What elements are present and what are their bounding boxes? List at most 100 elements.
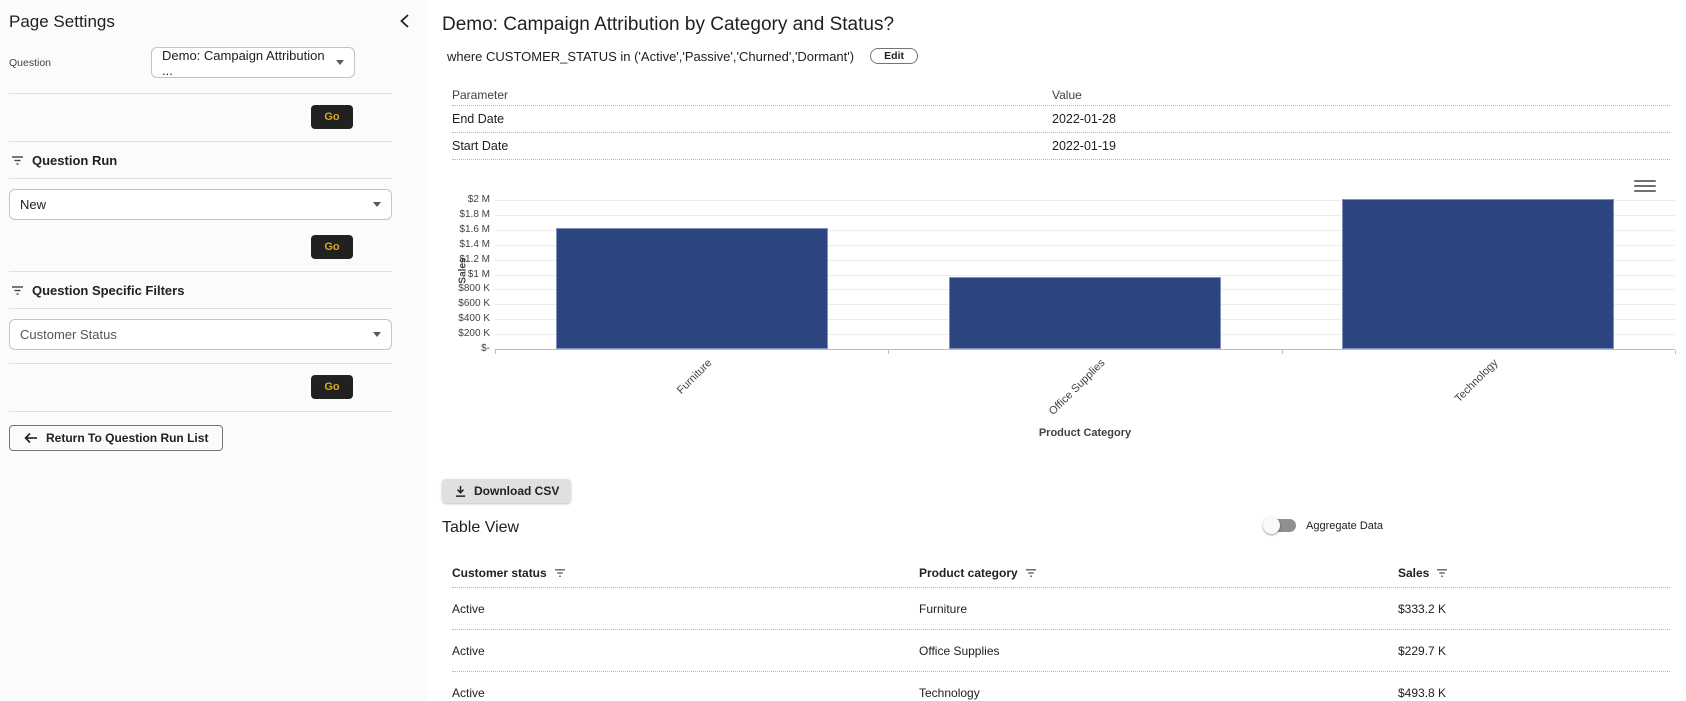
filters-go-button[interactable]: Go [311,375,353,399]
filter-icon [11,285,24,296]
question-run-section-title: Question Run [32,153,118,168]
chevron-down-icon [373,332,381,337]
sort-filter-icon [1025,568,1037,578]
x-category-label: Office Supplies [1046,357,1108,418]
download-icon [454,485,467,498]
return-to-question-run-list-button[interactable]: Return To Question Run List [9,425,224,451]
sort-filter-icon [1436,568,1448,578]
bar-office-supplies[interactable] [949,276,1221,349]
x-tick-mark [1675,350,1676,354]
table-cell: $493.8 K [1398,685,1447,700]
table-cell: $229.7 K [1398,643,1447,658]
question-label: Question [9,56,52,69]
customer-status-filter-select[interactable]: Customer Status [9,319,392,350]
gridline [495,214,1675,216]
question-select[interactable]: Demo: Campaign Attribution ... [151,47,355,78]
divider [9,363,392,364]
where-clause: where CUSTOMER_STATUS in ('Active','Pass… [447,48,855,64]
table-view-title: Table View [442,519,520,536]
main-content: Demo: Campaign Attribution by Category a… [428,0,1686,701]
y-tick-label: $600 K [458,298,490,310]
gridline [495,259,1675,261]
customer-status-column-header[interactable]: Customer status [452,566,919,580]
divider [9,411,392,412]
column-header-label: Customer status [452,565,547,580]
x-category-label: Technology [1452,357,1501,405]
gridline [495,244,1675,246]
bar-furniture[interactable] [555,228,828,349]
parameter-column-header: Parameter [452,87,509,102]
y-tick-label: $400 K [458,313,490,325]
x-category-label: Furniture [674,357,715,397]
x-tick-mark [888,350,890,354]
chevron-down-icon [373,202,381,207]
collapse-sidebar-button[interactable] [394,11,414,31]
page-settings-sidebar: Page Settings Question Demo: Campaign At… [0,0,428,701]
y-tick-label: $- [481,343,490,354]
sort-filter-icon [554,568,566,578]
parameter-table: Parameter Value End Date 2022-01-28 Start … [452,84,1670,160]
download-csv-button[interactable]: Download CSV [442,479,572,503]
chart-menu-icon[interactable] [1634,177,1656,195]
table-cell: Active [452,643,485,658]
table-cell: Technology [919,685,980,700]
customer-status-filter-value: Customer Status [20,327,117,342]
x-axis-line [495,349,1675,350]
toggle-thumb [1263,517,1280,534]
divider [9,271,392,272]
y-tick-label: $1 M [467,268,490,280]
y-tick-label: $1.8 M [459,208,490,220]
question-run-go-button[interactable]: Go [311,235,353,259]
divider [9,141,392,142]
gridline [495,229,1675,231]
product-category-column-header[interactable]: Product category [919,566,1398,580]
column-header-label: Product category [919,565,1018,580]
x-axis-label: Product Category [1038,427,1132,439]
question-filters-section-title: Question Specific Filters [32,283,185,298]
x-tick-mark [495,350,496,354]
table-cell: Start Date [452,139,509,153]
parameter-row: Start Date 2022-01-19 [452,133,1670,160]
gridline [495,274,1675,276]
x-tick-mark [1281,350,1283,354]
table-row: Active Office Supplies $229.7 K [452,630,1670,672]
table-cell: 2022-01-28 [1052,112,1116,126]
table-row: Active Furniture $333.2 K [452,588,1670,630]
gridline [495,200,1675,201]
arrow-left-icon [24,432,38,444]
y-tick-label: $1.2 M [459,253,490,265]
sales-column-header[interactable]: Sales [1398,566,1448,580]
divider [9,308,392,309]
question-select-value: Demo: Campaign Attribution ... [162,47,325,78]
filter-icon [11,155,24,166]
return-button-label: Return To Question Run List [46,431,209,445]
table-cell: Office Supplies [919,643,1000,658]
page-title: Demo: Campaign Attribution by Category a… [442,14,895,35]
parameter-row: End Date 2022-01-28 [452,106,1670,133]
value-column-header: Value [1052,87,1082,102]
divider [9,93,392,94]
parameter-table-header: Parameter Value [452,84,1670,106]
result-table-header: Customer status Product category Sales [452,558,1670,588]
edit-button[interactable]: Edit [870,48,919,64]
download-csv-label: Download CSV [474,484,560,498]
divider [9,178,392,179]
y-tick-label: $800 K [458,283,490,295]
chevron-left-icon [399,14,409,28]
sales-by-category-bar-chart: Sales Product Category $- $200 K $400 K $60… [442,165,1676,447]
question-go-button[interactable]: Go [311,105,353,129]
bar-technology[interactable] [1342,198,1615,349]
y-tick-label: $200 K [458,328,490,340]
aggregate-data-label: Aggregate Data [1306,519,1384,532]
chevron-down-icon [336,60,344,65]
question-run-select[interactable]: New [9,189,392,220]
y-tick-label: $1.6 M [459,223,490,235]
table-cell: Furniture [919,601,968,616]
sidebar-title: Page Settings [9,12,115,31]
table-row: Active Technology $493.8 K [452,672,1670,701]
table-cell: 2022-01-19 [1052,139,1116,153]
table-cell: $333.2 K [1398,601,1447,616]
table-cell: End Date [452,112,505,126]
aggregate-data-toggle[interactable] [1263,517,1296,534]
column-header-label: Sales [1398,565,1430,580]
